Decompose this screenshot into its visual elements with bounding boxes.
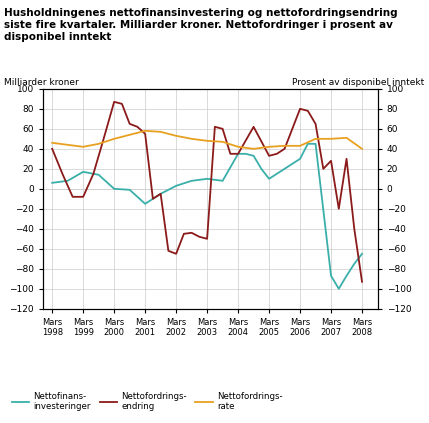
Text: Milliarder kroner: Milliarder kroner — [4, 78, 79, 87]
Text: Prosent av disponibel inntekt: Prosent av disponibel inntekt — [293, 78, 425, 87]
Legend: Nettofinans-
investeringer, Nettofordrings-
endring, Nettofordrings-
rate: Nettofinans- investeringer, Nettofordrin… — [9, 388, 286, 415]
Text: Husholdningenes nettofinansinvestering og nettofordringsendring
siste fire kvart: Husholdningenes nettofinansinvestering o… — [4, 8, 398, 41]
